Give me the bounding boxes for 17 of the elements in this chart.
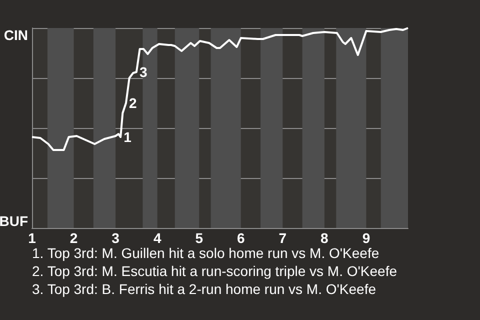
x-tick-label: 5	[195, 230, 204, 246]
x-tick-label: 2	[70, 230, 78, 246]
annotation: 2	[129, 95, 137, 111]
text: CIN	[4, 27, 28, 43]
text: 1. Top 3rd: M. Guillen hit a solo home run vs M. O'Keefe	[32, 245, 380, 261]
text: 2. Top 3rd: M. Escutia hit a run-scoring triple vs M. O'Keefe	[32, 263, 398, 279]
x-tick-label: 6	[236, 230, 245, 246]
annotation: 1	[124, 129, 132, 145]
text: BUF	[0, 213, 28, 229]
x-tick-label: 4	[153, 230, 162, 246]
annotation: 3	[139, 64, 148, 80]
x-tick-label: 7	[278, 230, 287, 246]
x-tick-label: 8	[320, 230, 329, 246]
x-tick-label: 3	[112, 230, 120, 246]
text: 3. Top 3rd: B. Ferris hit a 2-run home run vs M. O'Keefe	[32, 281, 376, 297]
x-tick-label: 9	[362, 230, 370, 246]
x-tick-label: 1	[28, 230, 36, 246]
